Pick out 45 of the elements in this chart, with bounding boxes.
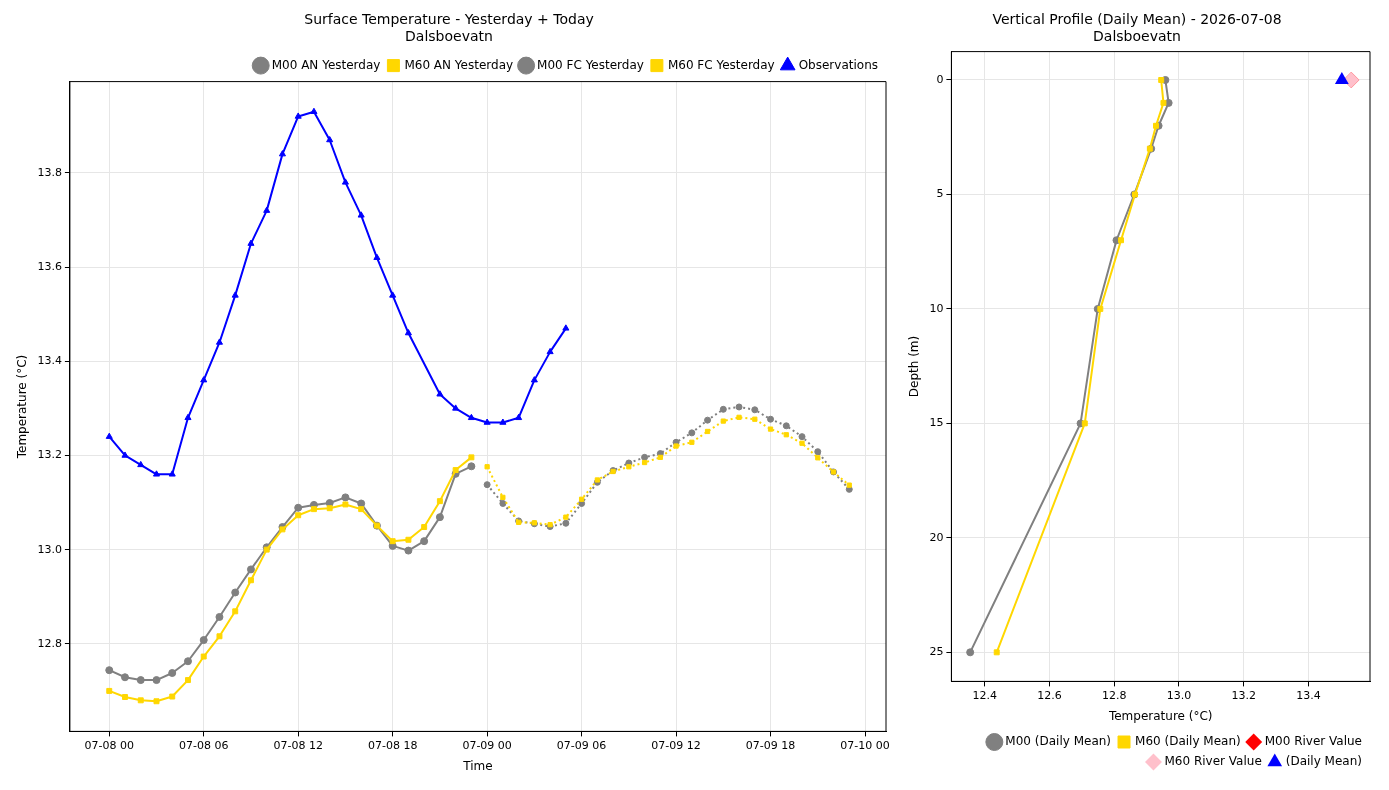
legend-label: M60 River Value xyxy=(1164,754,1262,769)
y-tick-label: 13.4 xyxy=(37,354,62,368)
y-tick-label: 10 xyxy=(929,301,944,315)
y-tick-label: 15 xyxy=(929,416,944,430)
y-axis-title: Depth (m) xyxy=(907,335,922,398)
legend-label: M60 AN Yesterday xyxy=(404,57,514,72)
x-tick-label: 12.6 xyxy=(1037,688,1062,702)
chart-subtitle: Dalsboevatn xyxy=(405,27,493,44)
legend-label: M60 (Daily Mean) xyxy=(1135,734,1241,749)
chart-subtitle: Dalsboevatn xyxy=(1093,27,1181,44)
x-tick-label: 13.0 xyxy=(1166,688,1192,702)
x-axis-title: Time xyxy=(462,758,493,773)
y-tick-label: 13.0 xyxy=(37,542,62,556)
x-tick-label: 07-08 00 xyxy=(84,738,134,752)
y-tick-label: 12.8 xyxy=(37,636,62,650)
legend-label: M00 AN Yesterday xyxy=(271,57,381,72)
y-tick-label: 13.2 xyxy=(37,448,62,462)
legend-label: M00 FC Yesterday xyxy=(537,57,644,72)
legend-label: M00 River Value xyxy=(1264,734,1362,749)
x-tick-label: 12.4 xyxy=(972,688,997,702)
y-tick-label: 13.8 xyxy=(37,165,62,179)
chart-title: Surface Temperature - Yesterday + Today xyxy=(304,11,594,28)
x-tick-label: 07-08 06 xyxy=(178,738,229,752)
x-tick-label: 07-09 00 xyxy=(462,738,512,752)
chart-title: Vertical Profile (Daily Mean) - 2026-07-08 xyxy=(992,11,1282,28)
y-tick-label: 5 xyxy=(936,187,944,201)
y-tick-label: 20 xyxy=(929,530,944,544)
y-tick-label: 0 xyxy=(936,72,944,86)
x-tick-label: 07-09 18 xyxy=(745,738,796,752)
legend-label: M00 (Daily Mean) xyxy=(1005,734,1112,749)
x-tick-label: 07-08 12 xyxy=(273,738,323,752)
x-tick-label: 07-09 12 xyxy=(651,738,701,752)
x-tick-label: 13.2 xyxy=(1231,688,1256,702)
y-tick-label: 13.6 xyxy=(37,259,62,273)
x-axis-title: Temperature (°C) xyxy=(1107,708,1213,723)
legend-label: M60 FC Yesterday xyxy=(667,57,775,72)
x-tick-label: 07-08 18 xyxy=(367,738,418,752)
legend-label: (Daily Mean) xyxy=(1285,754,1363,769)
y-axis-title: Temperature (°C) xyxy=(15,354,30,460)
x-tick-label: 12.8 xyxy=(1101,688,1127,702)
x-tick-label: 07-10 00 xyxy=(840,738,890,752)
y-tick-label: 25 xyxy=(929,645,944,659)
legend-label: Observations xyxy=(798,57,878,72)
x-tick-label: 07-09 06 xyxy=(556,738,607,752)
x-tick-label: 13.4 xyxy=(1296,688,1321,702)
